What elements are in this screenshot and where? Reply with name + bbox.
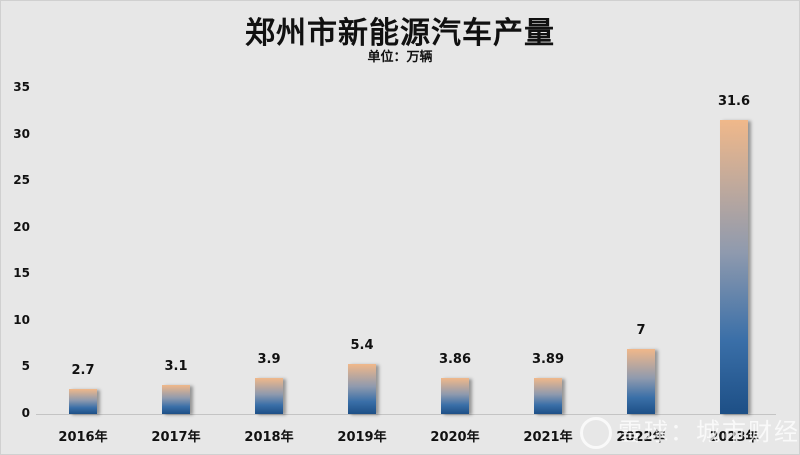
chart-subtitle: 单位：万辆	[367, 50, 433, 65]
x-tick-label: 2017年	[151, 430, 201, 445]
y-tick-label: 10	[13, 312, 30, 327]
y-tick-label: 15	[13, 266, 30, 281]
snowball-logo-icon	[580, 417, 612, 449]
x-tick-label: 2019年	[337, 430, 387, 445]
x-tick-label: 2016年	[58, 430, 108, 445]
bar-2018年	[255, 377, 283, 414]
chart-title: 郑州市新能源汽车产量	[245, 16, 555, 51]
bar-2021年	[534, 377, 562, 414]
y-tick-label: 5	[21, 359, 30, 374]
bar-2016年	[69, 388, 97, 414]
watermark-text: 雪球：城市财经	[618, 418, 800, 446]
bar-2022年	[627, 348, 655, 414]
x-axis-line	[36, 414, 776, 415]
data-label: 5.4	[350, 337, 374, 353]
data-label: 3.1	[164, 359, 188, 375]
data-label: 2.7	[71, 362, 95, 378]
x-tick-label: 2021年	[523, 430, 573, 445]
data-label: 31.6	[717, 93, 751, 109]
bar-2017年	[162, 385, 190, 414]
y-tick-label: 25	[13, 173, 30, 188]
y-tick-label: 35	[13, 80, 30, 94]
data-label: 3.86	[438, 352, 472, 368]
bar-2023年	[720, 119, 748, 414]
bar-2019年	[348, 363, 376, 414]
data-label: 3.9	[257, 351, 281, 367]
x-tick-label: 2018年	[244, 430, 294, 445]
y-tick-label: 30	[13, 126, 30, 141]
x-tick-label: 2022年	[616, 430, 666, 445]
y-tick-label: 20	[13, 219, 30, 234]
y-tick-label: 0	[21, 406, 30, 420]
data-label: 7	[636, 322, 646, 338]
bar-2020年	[441, 378, 469, 414]
x-tick-label: 2020年	[430, 430, 480, 445]
x-tick-label: 2023年	[709, 430, 759, 445]
data-label: 3.89	[531, 351, 565, 367]
watermark: 雪球：城市财经	[580, 412, 800, 449]
